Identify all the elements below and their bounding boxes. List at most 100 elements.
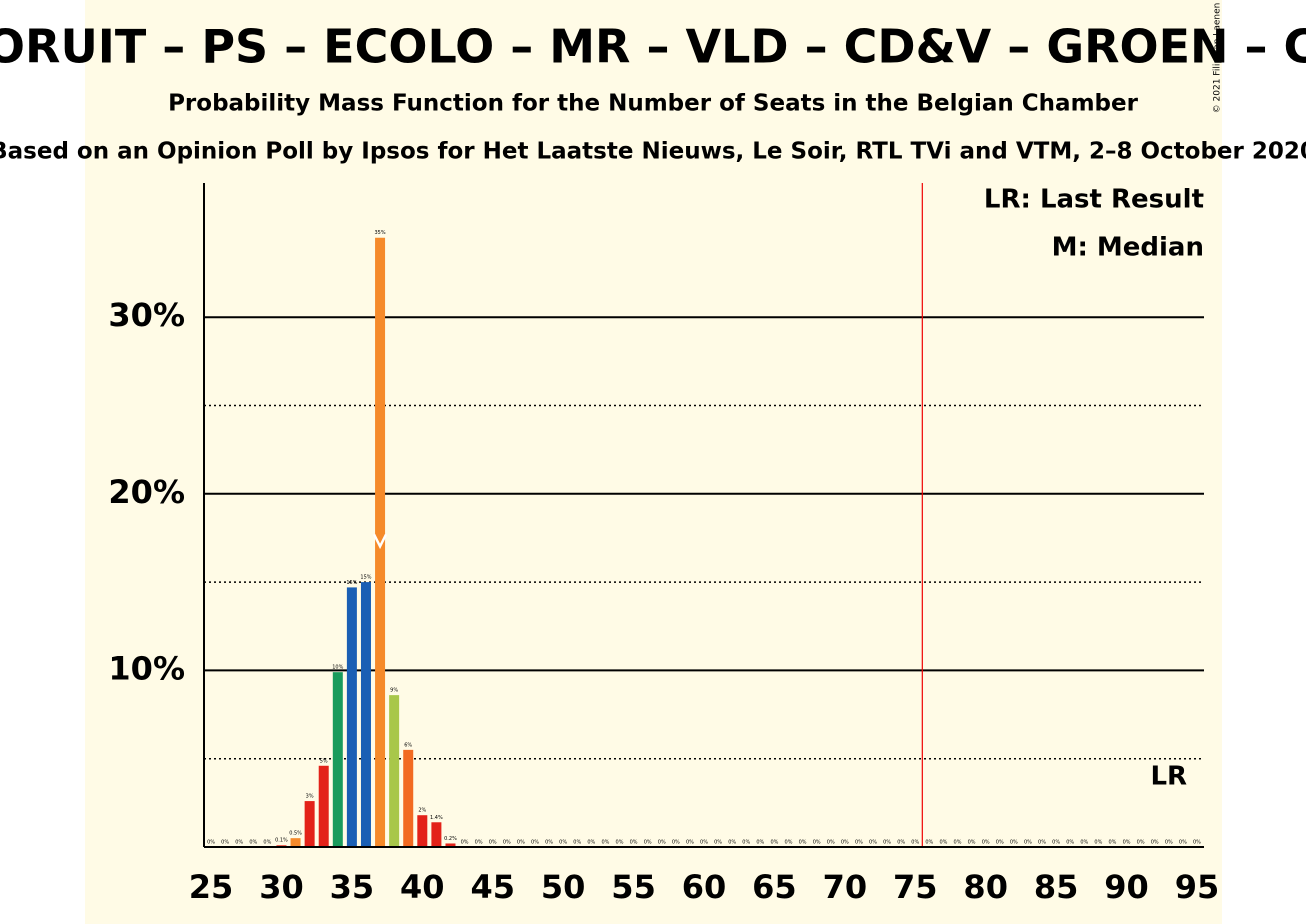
- value-label: 0%: [461, 840, 469, 846]
- value-label: 0%: [1080, 840, 1088, 846]
- value-label: 0%: [827, 840, 835, 846]
- x-tick-label: 50: [541, 868, 586, 906]
- last-result-label: LR: [1150, 762, 1187, 792]
- value-label: 15%: [360, 575, 371, 581]
- value-label: 0%: [1137, 840, 1145, 846]
- value-label: 0%: [503, 840, 511, 846]
- value-label: 0%: [644, 840, 652, 846]
- value-label: 0%: [925, 840, 933, 846]
- value-label: 0%: [813, 840, 821, 846]
- value-label: 0%: [207, 840, 215, 846]
- value-label: 0%: [855, 840, 863, 846]
- value-label: 0%: [770, 840, 778, 846]
- median-marker: [372, 533, 388, 550]
- value-label: 35%: [374, 230, 385, 236]
- value-label: 0%: [601, 840, 609, 846]
- value-label: 0%: [954, 840, 962, 846]
- bar: [346, 587, 357, 847]
- x-tick-label: 95: [1175, 868, 1220, 906]
- value-label: 0%: [939, 840, 947, 846]
- x-tick-label: 35: [330, 868, 375, 906]
- value-label: 0%: [686, 840, 694, 846]
- x-tick-label: 75: [893, 868, 938, 906]
- x-tick-label: 40: [400, 868, 445, 906]
- bar: [318, 765, 329, 847]
- value-label: 0%: [742, 840, 750, 846]
- value-label: 0%: [1151, 840, 1159, 846]
- value-label: 0%: [1010, 840, 1018, 846]
- value-label: 0%: [263, 840, 271, 846]
- value-label: 0%: [1066, 840, 1074, 846]
- bar: [417, 815, 428, 847]
- chart-title: VOORUIT – PS – ECOLO – MR – VLD – CD&V –…: [0, 20, 1306, 74]
- value-label: 0%: [1052, 840, 1060, 846]
- value-label: 0%: [1165, 840, 1173, 846]
- value-label: 0%: [658, 840, 666, 846]
- x-tick-label: 60: [682, 868, 727, 906]
- bar: [360, 582, 371, 847]
- value-label: 0%: [728, 840, 736, 846]
- value-label: 0%: [700, 840, 708, 846]
- x-tick-label: 30: [259, 868, 304, 906]
- value-label: 0%: [531, 840, 539, 846]
- value-label: 0%: [1179, 840, 1187, 846]
- x-tick-label: 70: [823, 868, 868, 906]
- bar: [431, 822, 442, 847]
- subtitle: Based on an Opinion Poll by Ipsos for He…: [0, 139, 1306, 165]
- value-label: 5%: [320, 758, 328, 764]
- x-tick-label: 90: [1104, 868, 1149, 906]
- value-label: 15%: [346, 580, 357, 586]
- value-label: 0%: [559, 840, 567, 846]
- value-label: 0%: [587, 840, 595, 846]
- value-label: 0%: [714, 840, 722, 846]
- bar: [332, 672, 343, 847]
- value-label: 0%: [799, 840, 807, 846]
- legend-entry: LR: Last Result: [984, 185, 1204, 215]
- value-label: 0%: [841, 840, 849, 846]
- value-label: 0%: [545, 840, 553, 846]
- value-label: 0%: [475, 840, 483, 846]
- value-label: 10%: [332, 665, 343, 671]
- x-tick-label: 65: [752, 868, 797, 906]
- value-label: 0%: [249, 840, 257, 846]
- x-tick-label: 85: [1034, 868, 1079, 906]
- value-label: 3%: [306, 794, 314, 800]
- value-label: 0.1%: [275, 838, 288, 844]
- value-label: 0%: [672, 840, 680, 846]
- background: [85, 0, 1222, 924]
- bar: [389, 695, 400, 847]
- x-tick-label: 25: [189, 868, 234, 906]
- value-label: 0%: [1024, 840, 1032, 846]
- value-label: 0%: [489, 840, 497, 846]
- bar: [403, 749, 414, 847]
- bar: [290, 838, 301, 847]
- value-label: 0%: [1193, 840, 1201, 846]
- value-label: 0.2%: [444, 836, 457, 842]
- value-label: 0%: [756, 840, 764, 846]
- value-label: 1.4%: [430, 815, 443, 821]
- value-label: 6%: [404, 742, 412, 748]
- bar: [304, 801, 315, 847]
- value-label: 0%: [235, 840, 243, 846]
- value-label: 0%: [221, 840, 229, 846]
- value-label: 9%: [390, 688, 398, 694]
- y-tick-label: 10%: [108, 649, 185, 687]
- value-label: 0%: [517, 840, 525, 846]
- value-label: 0%: [1038, 840, 1046, 846]
- bar: [375, 237, 386, 847]
- x-tick-label: 45: [470, 868, 515, 906]
- value-label: 0%: [1094, 840, 1102, 846]
- value-label: 0%: [897, 840, 905, 846]
- subtitle: Probability Mass Function for the Number…: [168, 91, 1139, 117]
- value-label: 0.5%: [289, 831, 302, 837]
- value-label: 0%: [982, 840, 990, 846]
- credit: © 2021 Filip van Laenen: [1213, 3, 1223, 114]
- value-label: 0%: [968, 840, 976, 846]
- value-label: 0%: [883, 840, 891, 846]
- value-label: 0%: [630, 840, 638, 846]
- y-tick-label: 20%: [108, 473, 185, 511]
- value-label: 0%: [616, 840, 624, 846]
- value-label: 0%: [573, 840, 581, 846]
- x-tick-label: 80: [963, 868, 1008, 906]
- value-label: 0%: [1108, 840, 1116, 846]
